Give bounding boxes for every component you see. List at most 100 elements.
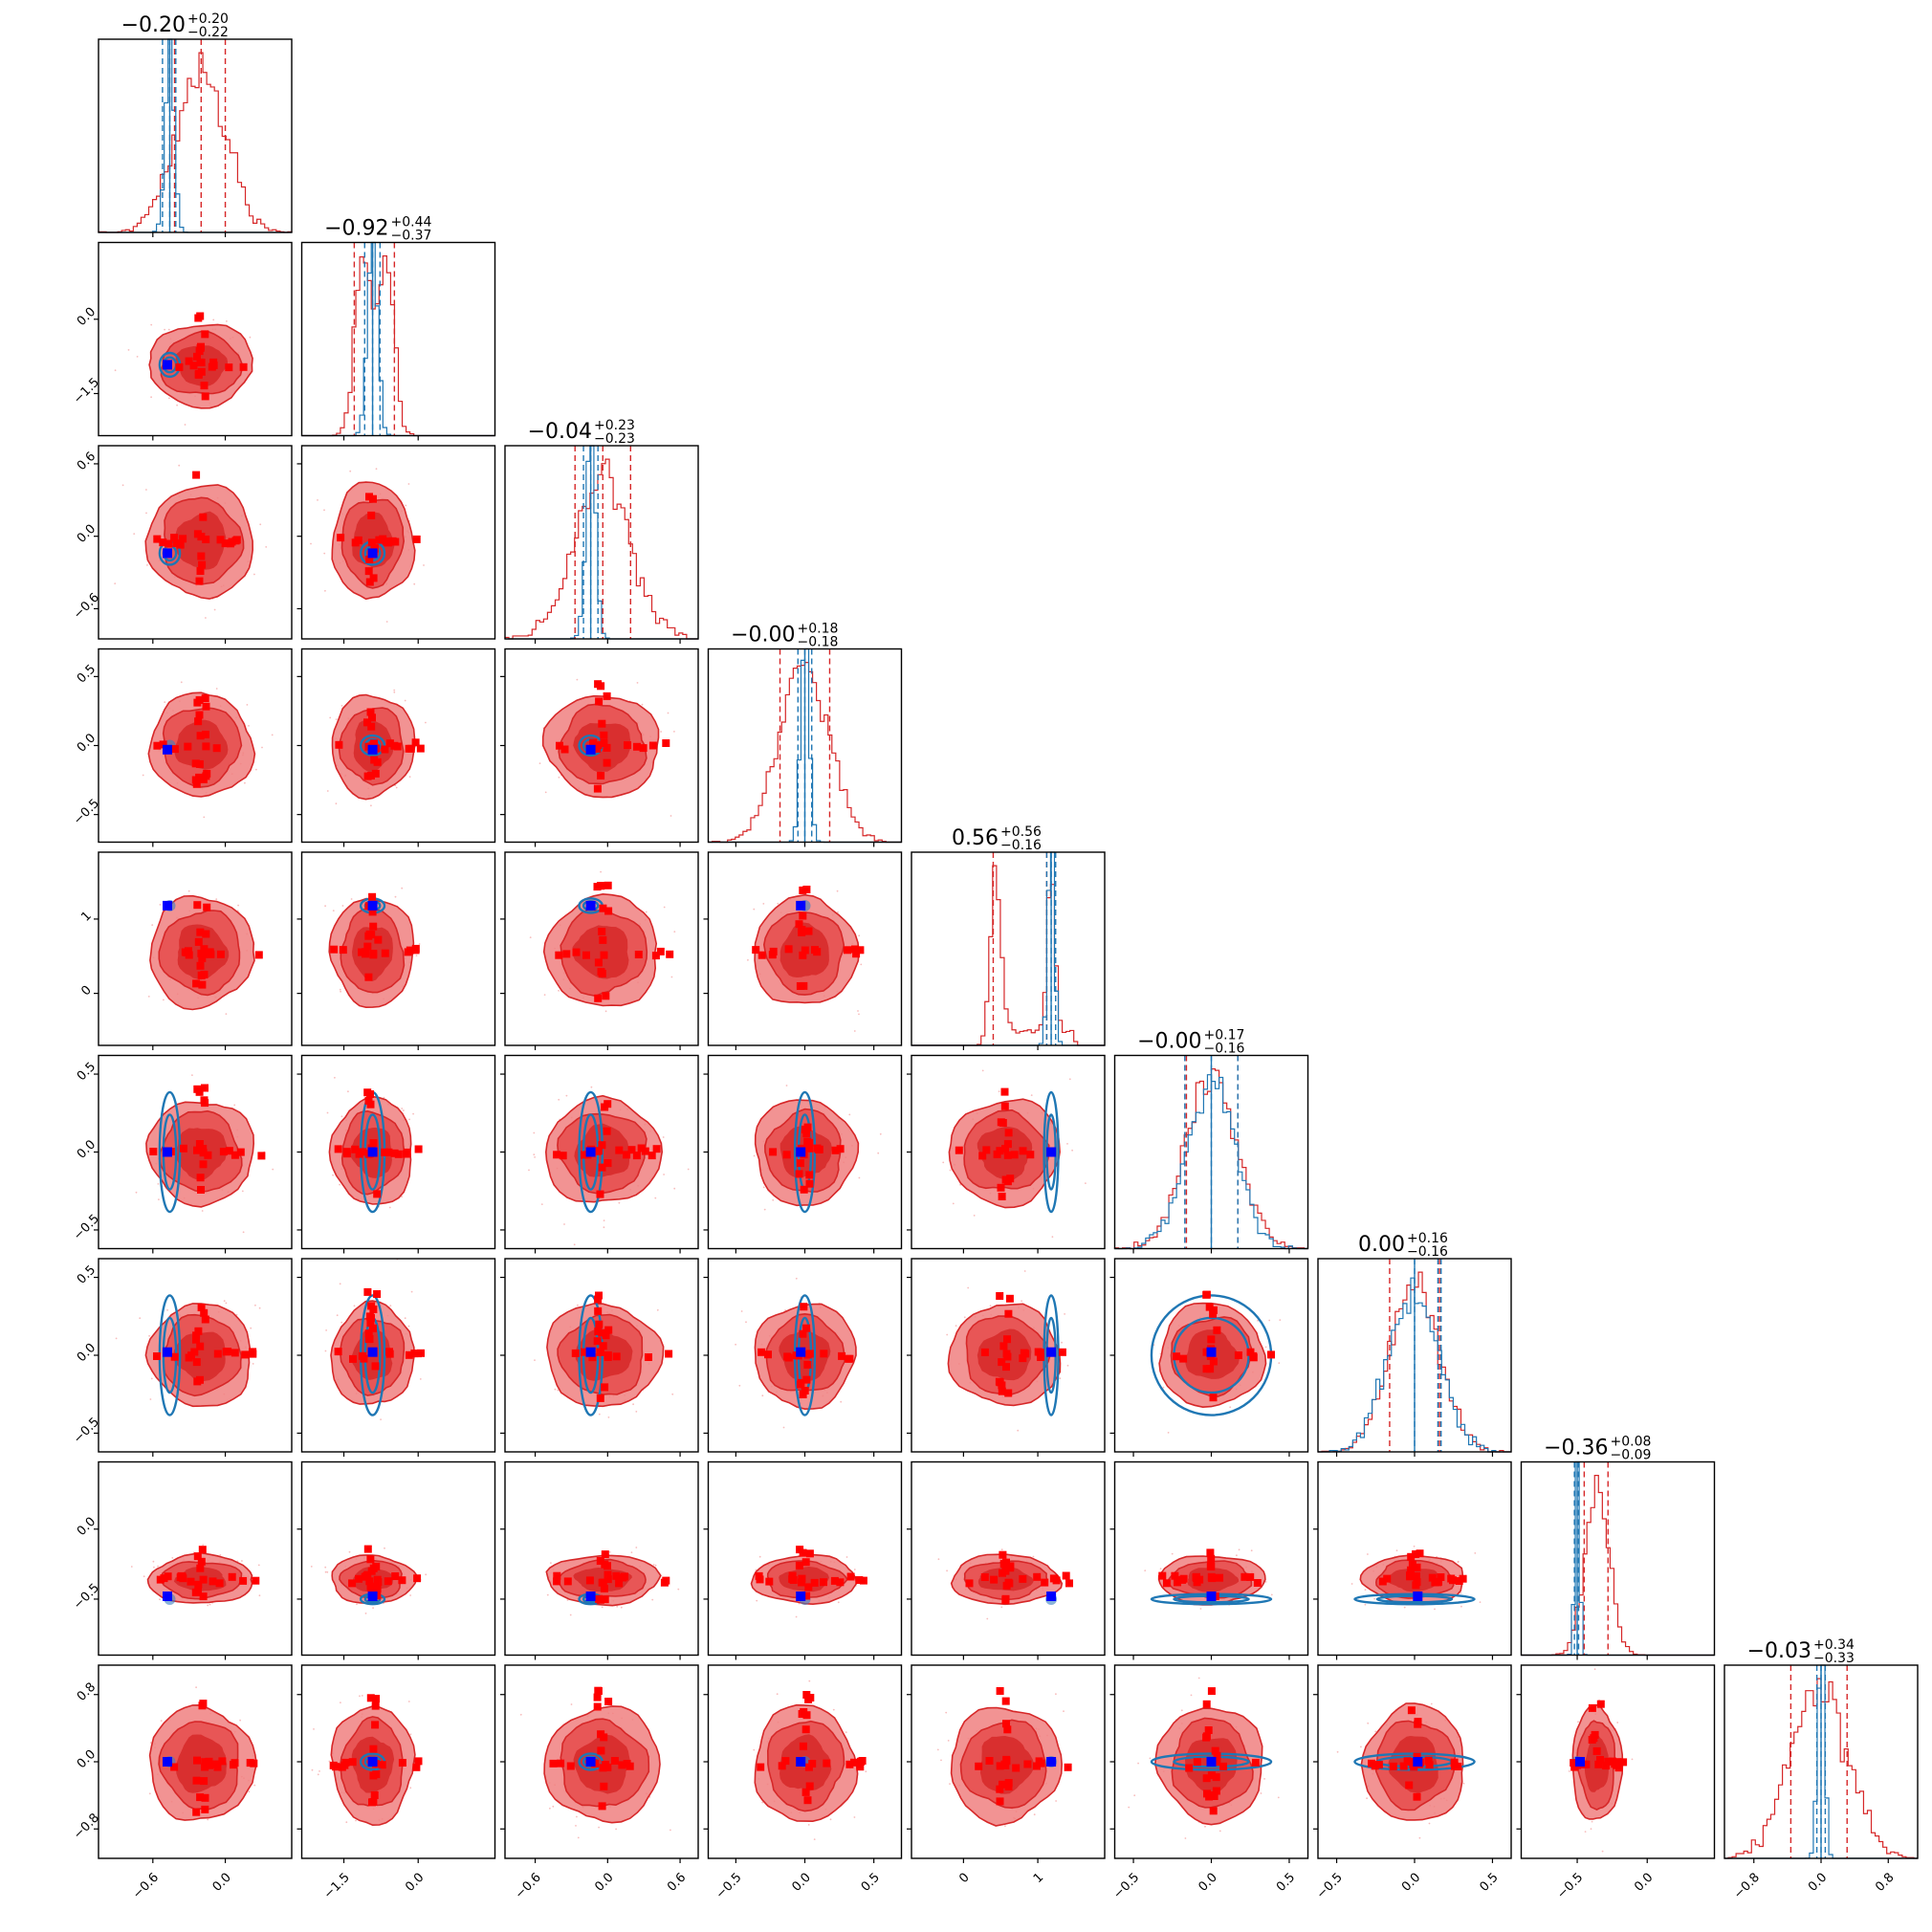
sample-dot (248, 1790, 251, 1793)
red-marker (805, 1179, 814, 1188)
red-marker (859, 1576, 867, 1585)
sample-dot (419, 1378, 422, 1380)
red-marker (1179, 1574, 1188, 1583)
red-marker (1246, 1572, 1255, 1581)
sample-dot (1460, 1605, 1462, 1608)
red-marker (999, 1780, 1006, 1789)
red-marker (1023, 1760, 1032, 1768)
red-marker (1207, 1687, 1216, 1696)
red-marker (595, 1291, 603, 1300)
red-marker (595, 1320, 604, 1328)
scatter-panel-8-5 (907, 1460, 1106, 1660)
panel-frame (504, 1460, 699, 1657)
red-marker (1614, 1764, 1623, 1772)
red-marker (1004, 1129, 1013, 1137)
sample-dot (1366, 1797, 1368, 1800)
red-marker (207, 950, 215, 958)
red-marker (375, 536, 384, 544)
red-marker (367, 722, 376, 731)
red-marker (799, 1329, 807, 1338)
sample-dot (601, 1606, 604, 1609)
red-marker (1407, 1566, 1416, 1574)
red-marker (228, 1572, 236, 1581)
red-marker (1179, 1354, 1188, 1363)
sample-dot (936, 1748, 939, 1751)
sample-dot (677, 1588, 680, 1591)
red-marker (801, 1558, 810, 1567)
sample-dot (265, 546, 268, 548)
scatter-panel-5-1: 01 (78, 851, 293, 1050)
red-marker (365, 555, 374, 563)
y-tick-label: 0 (78, 983, 94, 999)
sample-dot (1270, 1593, 1273, 1596)
red-marker (1005, 1294, 1014, 1303)
red-marker (196, 732, 205, 740)
scatter-panel-4-2 (296, 648, 496, 847)
red-marker (241, 1350, 250, 1359)
sample-dot (848, 1113, 851, 1116)
sample-dot (407, 1701, 410, 1702)
red-marker (1203, 1789, 1211, 1798)
red-marker (199, 513, 208, 521)
red-marker (204, 1151, 212, 1159)
red-marker (757, 951, 766, 959)
sample-dot (947, 1740, 950, 1742)
red-marker (648, 1152, 656, 1160)
red-marker (202, 731, 209, 738)
red-marker (596, 1557, 604, 1565)
red-marker (1193, 1758, 1201, 1767)
hist-panel-4: −0.00 +0.18−0.18 (707, 622, 903, 847)
red-marker (1206, 1548, 1215, 1557)
red-marker (802, 1130, 811, 1137)
red-marker (1596, 1756, 1604, 1764)
red-marker (366, 1694, 375, 1702)
red-marker (604, 1562, 611, 1570)
red-marker (369, 1798, 378, 1806)
sample-dot (620, 1606, 623, 1609)
sample-dot (1137, 1762, 1139, 1765)
red-marker (1413, 1752, 1421, 1761)
sample-dot (860, 963, 863, 966)
red-marker (1374, 1761, 1383, 1769)
sample-dot (325, 1329, 327, 1331)
sample-dot (662, 1136, 665, 1138)
scatter-panel-7-4 (703, 1258, 903, 1457)
y-tick-label: 0.8 (75, 1680, 99, 1704)
red-marker (202, 702, 210, 711)
red-marker (593, 1147, 602, 1155)
sample-dot (670, 976, 673, 978)
sample-dot (408, 1118, 410, 1121)
red-marker (585, 1576, 594, 1585)
red-marker (381, 745, 389, 754)
red-marker (998, 1358, 1006, 1367)
sample-dot (603, 1226, 605, 1229)
title-param-5: 0.56 (952, 826, 999, 850)
red-marker (370, 756, 379, 764)
red-marker (1204, 1726, 1213, 1734)
red-marker (1202, 1774, 1211, 1783)
truth-marker (796, 1147, 806, 1157)
sample-dot (1055, 1693, 1057, 1696)
sample-dot (219, 1554, 222, 1556)
truth-marker (796, 1757, 806, 1767)
sample-dot (135, 1191, 138, 1194)
sample-dot (311, 1768, 314, 1771)
sample-dot (1066, 1364, 1069, 1367)
red-marker (1003, 1140, 1012, 1149)
sample-dot (115, 1337, 118, 1340)
title-minus: −0.09 (1611, 1448, 1652, 1463)
sample-dot (671, 1393, 674, 1395)
hist-panel-7: 0.00 +0.16−0.16 (1317, 1231, 1512, 1457)
red-marker (1213, 1326, 1221, 1334)
red-marker (1590, 1734, 1598, 1743)
red-marker (369, 922, 378, 931)
sample-dot (207, 1604, 209, 1607)
x-tick-label: 0.0 (592, 1871, 616, 1895)
red-marker (1010, 1151, 1019, 1159)
sample-dot (178, 464, 181, 467)
sample-dot (1374, 1730, 1377, 1733)
red-marker (1213, 1751, 1221, 1760)
red-marker (1413, 1563, 1421, 1571)
sample-dot (370, 804, 372, 807)
sample-dot (753, 1154, 756, 1157)
